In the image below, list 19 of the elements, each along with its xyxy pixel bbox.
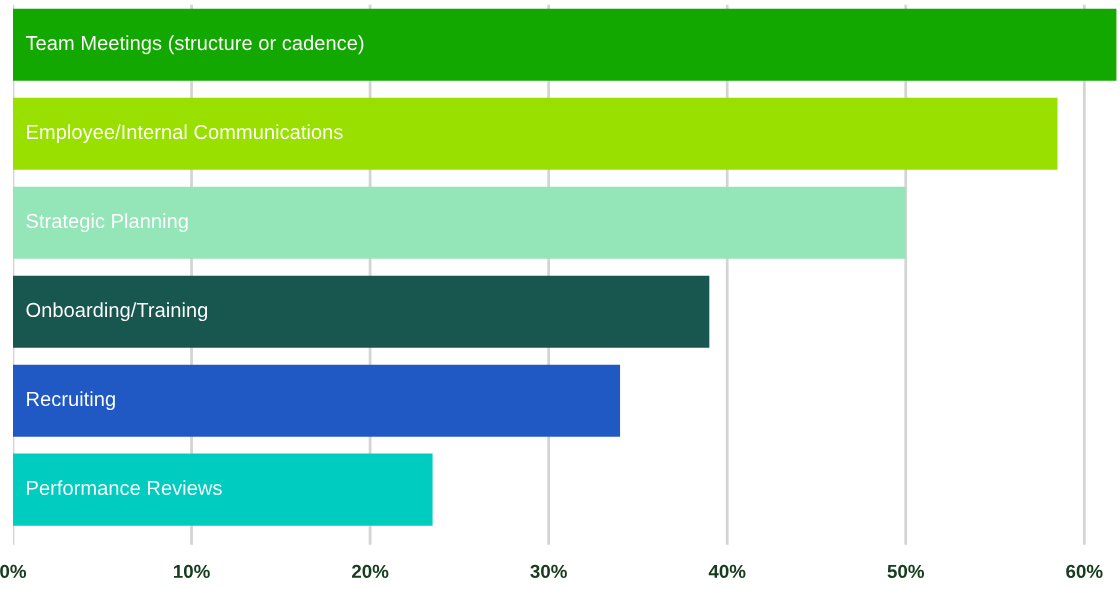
x-tick-label: 50%	[887, 564, 925, 579]
x-tick-label: 40%	[708, 564, 746, 579]
y-tick-label: Strategic Planning	[26, 213, 188, 233]
x-tick-label: 0%	[0, 564, 27, 579]
x-tick-label: 30%	[530, 564, 567, 579]
y-tick-label: Onboarding/Training	[26, 302, 208, 322]
bar	[12, 453, 433, 526]
y-tick-label: Employee/Internal Communications	[27, 124, 343, 144]
bar	[12, 97, 1058, 170]
y-tick-label: Team Meetings (structure or cadence)	[25, 35, 364, 55]
x-tick-label: 20%	[351, 564, 389, 579]
y-tick-label: Performance Reviews	[27, 480, 222, 496]
x-tick-label: 60%	[1066, 564, 1103, 579]
bar	[12, 8, 1117, 81]
bar	[12, 275, 710, 348]
y-tick-label: Recruiting	[27, 391, 115, 411]
bar	[12, 364, 621, 437]
bar	[12, 186, 906, 259]
x-tick-label: 10%	[173, 564, 210, 579]
